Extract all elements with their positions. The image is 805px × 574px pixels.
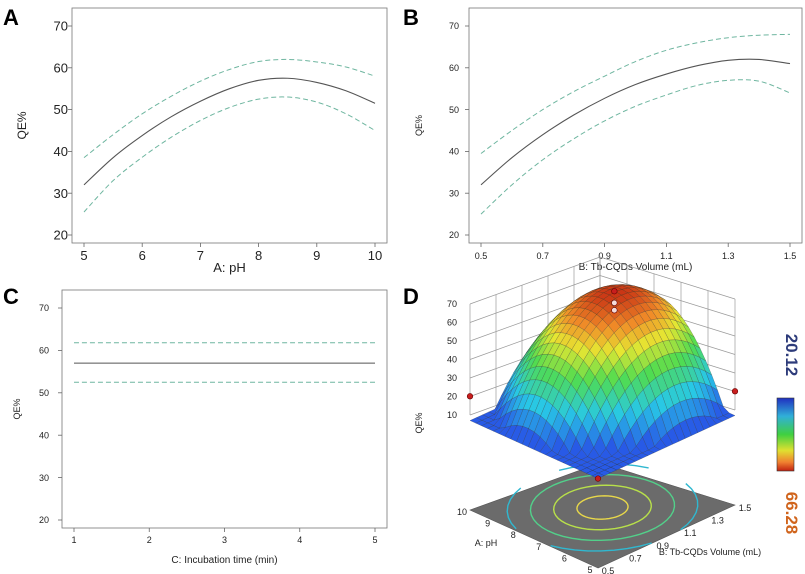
y-tick-label: 60 <box>54 60 68 75</box>
x-tick-label: 7 <box>197 248 204 263</box>
y-tick-label: 50 <box>54 102 68 117</box>
y3d-tick-label: 1.3 <box>711 516 724 526</box>
y-tick-label: 30 <box>54 186 68 201</box>
x3d-tick-label: 8 <box>511 530 516 540</box>
y-tick-label: 70 <box>39 303 49 313</box>
lower-ci-line <box>480 79 791 215</box>
x-axis-title: A: pH <box>213 260 246 275</box>
x-tick-label: 6 <box>139 248 146 263</box>
colorbar-label-top: 20.12 <box>782 334 801 377</box>
plot-frame <box>468 7 803 244</box>
y-tick-label: 60 <box>39 346 49 356</box>
y-tick-label: 20 <box>449 230 459 240</box>
floor-contour <box>576 495 629 520</box>
x3d-tick-label: 5 <box>587 565 592 574</box>
panel-c: C 20 30 40 50 60 70 1 2 3 4 5 C: Incubation time (mi… <box>3 284 388 566</box>
x-tick-label: 5 <box>372 535 377 545</box>
x-tick-label: 2 <box>147 535 152 545</box>
z-tick-label: 30 <box>447 373 457 383</box>
front-corner-point <box>594 475 602 482</box>
x-tick-label: 4 <box>297 535 302 545</box>
response-surface <box>469 284 736 479</box>
wall-gridline <box>469 275 601 323</box>
y-tick-label: 40 <box>54 144 68 159</box>
z-tick-label: 50 <box>447 336 457 346</box>
center-point <box>611 307 618 314</box>
x3d-tick-label: 6 <box>562 553 567 563</box>
peak-point <box>611 288 618 295</box>
x3d-axis-title: A: pH <box>475 538 498 548</box>
y-tick-label: 70 <box>449 21 459 31</box>
y-tick-label: 50 <box>39 388 49 398</box>
y-tick-label: 30 <box>449 188 459 198</box>
y-axis-title: QE% <box>15 111 29 139</box>
plot-frame <box>61 289 388 529</box>
fit-line <box>83 77 376 186</box>
upper-ci-line <box>480 33 791 154</box>
x-tick-label: 1.1 <box>660 251 673 261</box>
panel-d: D 10 20 30 40 50 60 70 QE% 5 6 7 8 9 10 0.5 0.7 0.9 1.1 1.3… <box>403 256 801 574</box>
y3d-tick-label: 0.9 <box>657 541 670 551</box>
y3d-tick-label: 1.5 <box>739 503 752 513</box>
x-tick-label: 8 <box>255 248 262 263</box>
z-tick-label: 10 <box>447 410 457 420</box>
x-axis-title: B: Tb-CQDs Volume (mL) <box>579 262 693 273</box>
lower-ci-line <box>83 96 376 213</box>
x-tick-label: 3 <box>222 535 227 545</box>
y3d-axis-title: B: Tb-CQDs Volume (mL) <box>659 547 761 557</box>
y-axis-title: QE% <box>414 115 424 136</box>
right-edge-point <box>731 388 739 395</box>
floor-contour <box>552 484 652 531</box>
wall-gridline <box>599 275 736 318</box>
y-tick-label: 60 <box>449 63 459 73</box>
y-tick-label: 70 <box>54 19 68 34</box>
left-edge-point <box>466 393 474 400</box>
panel-a: A 20 30 40 50 60 70 5 6 7 8 9 10 A: pH QE% <box>3 5 388 275</box>
panel-letter: A <box>3 5 19 30</box>
wall-gridline <box>599 256 736 300</box>
x3d-tick-label: 10 <box>457 507 467 517</box>
z-tick-label: 60 <box>447 318 457 328</box>
x-tick-label: 5 <box>80 248 87 263</box>
x-tick-label: 10 <box>368 248 382 263</box>
plot-frame <box>71 7 388 244</box>
panel-letter: B <box>403 5 419 30</box>
y-tick-label: 50 <box>449 105 459 115</box>
x3d-tick-label: 9 <box>485 519 490 529</box>
x-tick-label: 0.9 <box>598 251 611 261</box>
y3d-tick-label: 1.1 <box>684 528 697 538</box>
fit-line <box>480 58 791 186</box>
x-tick-label: 9 <box>313 248 320 263</box>
y-tick-label: 40 <box>449 147 459 157</box>
colorbar-label-bottom: 66.28 <box>782 492 801 535</box>
upper-ci-line <box>83 58 376 159</box>
x-tick-label: 1.5 <box>784 251 797 261</box>
panel-letter: D <box>403 284 419 309</box>
colorbar <box>776 397 795 472</box>
z-tick-label: 20 <box>447 392 457 402</box>
z-tick-label: 70 <box>447 299 457 309</box>
z-axis-title: QE% <box>414 412 424 433</box>
x-tick-label: 1 <box>71 535 76 545</box>
x-tick-label: 1.3 <box>722 251 735 261</box>
x-tick-label: 0.5 <box>475 251 488 261</box>
y-tick-label: 40 <box>39 430 49 440</box>
y3d-tick-label: 0.7 <box>629 553 642 563</box>
center-point <box>611 299 618 306</box>
panel-letter: C <box>3 284 19 309</box>
x-axis-title: C: Incubation time (min) <box>171 555 277 566</box>
y3d-tick-label: 0.5 <box>602 566 615 574</box>
y-tick-label: 20 <box>54 228 68 243</box>
z-tick-label: 40 <box>447 355 457 365</box>
x3d-tick-label: 7 <box>536 542 541 552</box>
y-tick-label: 30 <box>39 473 49 483</box>
floor-contour <box>529 473 676 542</box>
y-axis-title: QE% <box>12 398 22 419</box>
wall-gridline <box>469 256 601 305</box>
x-tick-label: 0.7 <box>537 251 550 261</box>
y-tick-label: 20 <box>39 515 49 525</box>
panel-b: B 20 30 40 50 60 70 0.5 0.7 0.9 1.1 1.3 1.5 B: Tb-CQD… <box>403 5 803 273</box>
